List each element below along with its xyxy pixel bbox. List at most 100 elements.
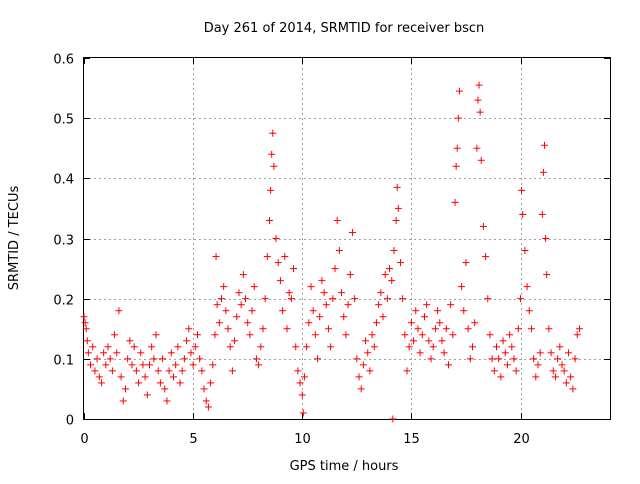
- grid: [84, 58, 610, 419]
- data-point: [196, 355, 204, 363]
- data-point: [91, 367, 99, 375]
- data-point: [407, 319, 415, 327]
- data-point: [95, 373, 103, 381]
- data-point: [121, 385, 129, 393]
- data-point: [383, 295, 391, 303]
- data-point: [292, 343, 300, 351]
- data-point: [372, 319, 380, 327]
- data-point: [412, 307, 420, 315]
- data-point: [224, 325, 232, 333]
- data-point: [462, 259, 470, 267]
- data-point: [169, 373, 177, 381]
- data-point: [569, 385, 577, 393]
- data-point: [418, 331, 426, 339]
- data-point: [340, 313, 348, 321]
- data-point: [571, 355, 579, 363]
- data-point: [518, 186, 526, 194]
- data-point: [143, 391, 151, 399]
- data-point: [495, 355, 503, 363]
- data-point: [375, 301, 383, 309]
- data-point: [342, 331, 350, 339]
- y-tick-label: 0.6: [53, 53, 74, 68]
- data-point: [547, 349, 555, 357]
- data-point: [324, 325, 332, 333]
- data-point: [193, 331, 201, 339]
- data-point: [427, 355, 435, 363]
- data-point: [392, 216, 400, 224]
- data-point: [444, 361, 452, 369]
- data-point: [165, 367, 173, 375]
- data-point: [252, 355, 260, 363]
- data-point: [311, 331, 319, 339]
- data-point: [331, 265, 339, 273]
- y-axis-label: SRMTID / TECUs: [7, 186, 22, 291]
- data-point: [209, 361, 217, 369]
- data-point: [294, 367, 302, 375]
- data-point: [482, 253, 490, 261]
- data-point: [543, 271, 551, 279]
- data-point: [283, 325, 291, 333]
- data-point: [333, 216, 341, 224]
- data-point: [416, 349, 424, 357]
- data-point: [235, 289, 243, 297]
- data-point: [379, 313, 387, 321]
- data-point: [298, 391, 306, 399]
- data-point: [135, 379, 143, 387]
- data-point: [215, 319, 223, 327]
- data-point: [148, 343, 156, 351]
- data-point: [370, 343, 378, 351]
- data-point: [128, 361, 136, 369]
- data-point: [231, 337, 239, 345]
- data-point: [242, 295, 250, 303]
- data-point: [268, 150, 276, 158]
- data-point: [530, 355, 538, 363]
- data-point: [244, 319, 252, 327]
- data-point: [447, 301, 455, 309]
- data-point: [250, 283, 258, 291]
- data-point: [150, 355, 158, 363]
- data-point: [145, 361, 153, 369]
- data-point: [410, 337, 418, 345]
- data-point: [159, 355, 167, 363]
- x-axis-label: GPS time / hours: [290, 459, 399, 474]
- data-point: [213, 301, 221, 309]
- data-point: [452, 162, 460, 170]
- y-tick-label: 0.3: [53, 234, 74, 249]
- data-point: [152, 331, 160, 339]
- data-point: [115, 307, 123, 315]
- axis-ticks: 0 0.1 0.2 0.3 0.4 0.5 0.6 0 5 10 15 20: [53, 53, 610, 447]
- data-point: [534, 361, 542, 369]
- data-point: [420, 313, 428, 321]
- data-point: [178, 367, 186, 375]
- data-point: [338, 289, 346, 297]
- y-tick-label: 0.5: [53, 113, 74, 128]
- data-point: [575, 325, 583, 333]
- data-point: [309, 307, 317, 315]
- data-point: [523, 283, 531, 291]
- data-point: [490, 367, 498, 375]
- data-point: [514, 325, 522, 333]
- data-point: [560, 367, 568, 375]
- data-point: [405, 343, 413, 351]
- data-point: [279, 307, 287, 315]
- data-point: [287, 295, 295, 303]
- data-point: [499, 337, 507, 345]
- data-point: [204, 403, 212, 411]
- data-point: [436, 319, 444, 327]
- data-point: [377, 289, 385, 297]
- data-point: [316, 313, 324, 321]
- data-point: [549, 367, 557, 375]
- data-point: [187, 349, 195, 357]
- data-point: [259, 325, 267, 333]
- data-point: [269, 129, 277, 137]
- data-point: [484, 295, 492, 303]
- data-point: [425, 337, 433, 345]
- data-point: [212, 253, 220, 261]
- data-point: [296, 379, 304, 387]
- data-point: [538, 210, 546, 218]
- y-tick-label: 0.2: [53, 294, 74, 309]
- data-point: [473, 144, 481, 152]
- data-point: [218, 295, 226, 303]
- y-tick-label: 0.4: [53, 173, 74, 188]
- y-tick-label: 0: [66, 414, 74, 429]
